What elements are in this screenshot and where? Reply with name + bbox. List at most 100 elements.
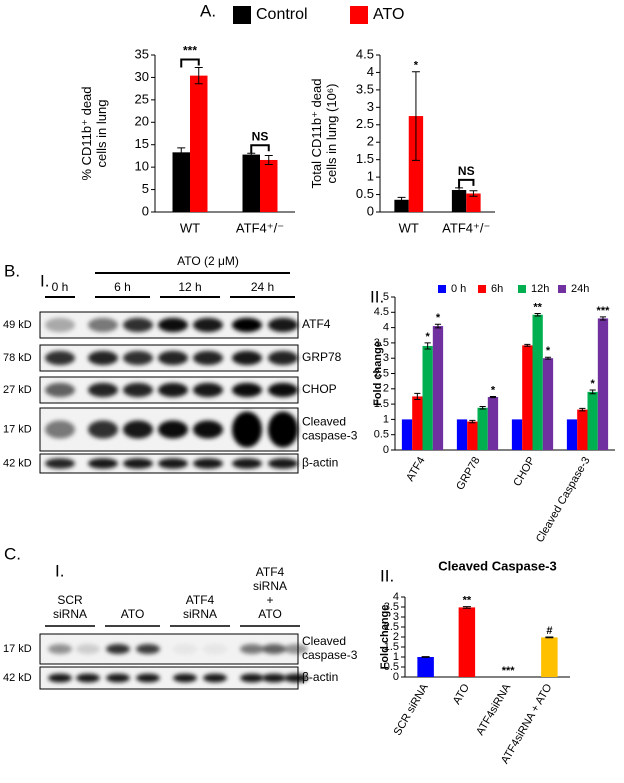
y-tick-label: 2.5 (384, 621, 399, 633)
y-tick-label: 3 (393, 611, 399, 623)
bar (477, 407, 488, 450)
blot-band (193, 382, 223, 398)
lane-label: ATO (258, 607, 282, 621)
blot-band (45, 420, 75, 439)
blot-band (88, 317, 118, 333)
bar (522, 345, 533, 450)
bar (456, 419, 468, 450)
blot-band (45, 382, 75, 398)
time-label: 0 h (52, 280, 69, 294)
legend-swatch (438, 285, 446, 293)
lane-label: siRNA (53, 607, 87, 621)
y-tick-label: 4 (383, 322, 389, 334)
kd-label: 42 kD (3, 457, 32, 469)
annotation: * (491, 384, 496, 396)
annotation: *** (502, 665, 516, 677)
blot-band (284, 644, 308, 654)
protein-label: CHOP (302, 382, 337, 396)
panel-label: II. (370, 287, 384, 306)
x-tick-label: WT (399, 220, 419, 235)
blot-band (193, 458, 223, 469)
blot-band (173, 644, 197, 654)
bar (542, 358, 554, 450)
y-tick-label: 0 (367, 203, 374, 218)
blot-band (268, 382, 298, 398)
treatment-label: ATO (2 μM) (177, 254, 239, 268)
blot-band (203, 644, 227, 654)
kd-label: 42 kD (3, 672, 32, 684)
protein-label: β-actin (302, 670, 338, 684)
blot-band (284, 673, 308, 683)
time-label: 24 h (251, 280, 274, 294)
blot-band (232, 411, 262, 448)
blot-band (158, 382, 188, 398)
error-bar (397, 196, 406, 203)
annotation: ** (463, 595, 472, 607)
blot-band (45, 458, 75, 469)
blot-band (240, 673, 264, 683)
bar (458, 607, 476, 677)
x-tick-label: GRP78 (454, 455, 482, 492)
y-tick-label: 10 (135, 159, 149, 174)
y-tick-label: 1.5 (356, 151, 374, 166)
y-tick-label: 5 (383, 291, 389, 303)
blot-band (136, 644, 160, 654)
blot-band (232, 317, 262, 333)
blot-band (232, 458, 262, 469)
bar (408, 116, 424, 212)
y-tick-label: 0 (393, 671, 399, 683)
lane-label: + (266, 593, 273, 607)
bar (432, 326, 444, 450)
y-tick-label: 0 (383, 444, 389, 456)
blot-band (123, 317, 153, 333)
blot-band (193, 317, 223, 333)
legend-swatch (350, 6, 368, 24)
error-bar (462, 606, 471, 609)
bar (260, 159, 278, 212)
error-bar (469, 419, 476, 424)
error-bar (469, 190, 478, 197)
error-bar (424, 342, 431, 350)
bar (467, 421, 478, 450)
error-bar (421, 656, 430, 658)
blot-band (158, 350, 188, 366)
blot-band (88, 458, 118, 469)
error-bar (414, 392, 421, 401)
y-tick-label: 3.5 (374, 337, 389, 349)
y-tick-label: 2 (393, 631, 399, 643)
protein-label: β-actin (302, 456, 338, 470)
error-bar (479, 406, 486, 410)
error-bar (534, 313, 541, 317)
y-tick-label: 1.5 (374, 398, 389, 410)
error-bar (411, 71, 420, 161)
x-tick-label: ATF4⁺/⁻ (442, 220, 490, 235)
time-label: 6 h (114, 280, 131, 294)
error-bar (177, 147, 186, 158)
bar (394, 199, 409, 212)
annotation: NS (252, 129, 269, 143)
y-tick-label: 0.5 (384, 661, 399, 673)
y-tick-label: 15 (135, 136, 149, 151)
blot-band (268, 350, 298, 366)
blot-band (106, 673, 130, 683)
blot-band (268, 317, 298, 333)
y-tick-label: 3 (367, 99, 374, 114)
x-tick-label: ATO (451, 682, 472, 707)
y-tick-label: 20 (135, 114, 149, 129)
bar (401, 419, 413, 450)
time-label: 12 h (178, 280, 201, 294)
panel-label: C. (4, 544, 21, 563)
y-tick-label: 4 (367, 64, 374, 79)
blot-band (193, 350, 223, 366)
bar (190, 75, 208, 213)
y-tick-label: 2.5 (374, 367, 389, 379)
annotation: * (414, 60, 419, 72)
y-tick-label: 5 (142, 181, 149, 196)
bar (511, 419, 523, 450)
blot-band (193, 420, 223, 439)
legend-swatch (233, 6, 251, 24)
bar (172, 152, 190, 212)
error-bar (579, 407, 586, 412)
annotation: *** (597, 305, 611, 317)
y-tick-label: 2 (367, 134, 374, 149)
